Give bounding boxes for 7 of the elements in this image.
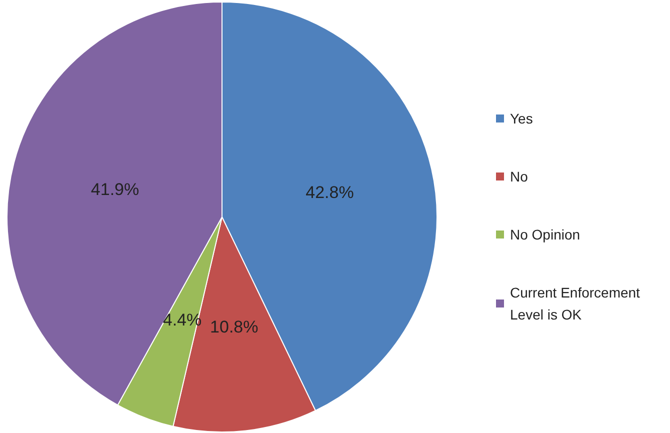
data-label: 10.8% [210, 317, 258, 336]
legend-label: No Opinion [510, 226, 580, 242]
legend-label: Yes [510, 110, 533, 126]
legend-label: No [510, 168, 528, 184]
legend-label: Current Enforcement Level is OK [510, 284, 644, 322]
data-label: 42.8% [306, 182, 354, 202]
data-label: 41.9% [90, 180, 140, 199]
